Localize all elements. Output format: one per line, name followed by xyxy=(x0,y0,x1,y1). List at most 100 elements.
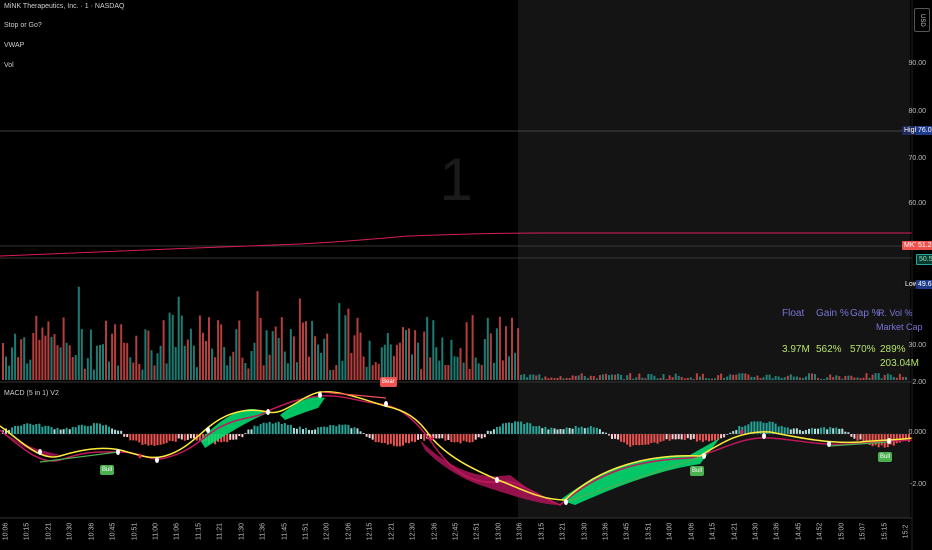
histogram-bar xyxy=(859,434,862,440)
volume-bar xyxy=(295,362,298,380)
volume-bar xyxy=(277,337,280,380)
volume-bar xyxy=(253,342,256,380)
histogram-bar xyxy=(329,425,332,434)
histogram-bar xyxy=(47,425,50,434)
volume-bar xyxy=(495,328,498,380)
histogram-bar xyxy=(547,429,550,434)
histogram-bar xyxy=(283,423,286,434)
time-axis-label: 13:15 xyxy=(538,522,546,541)
histogram-bar xyxy=(489,431,492,434)
volume-bar xyxy=(635,377,638,380)
volume-bar xyxy=(8,365,11,380)
histogram-bar xyxy=(698,434,701,441)
histogram-bar xyxy=(402,434,404,446)
histogram-bar xyxy=(23,424,26,434)
histogram-bar xyxy=(695,434,698,442)
histogram-bar xyxy=(168,434,171,441)
volume-bar xyxy=(589,375,592,380)
volume-bar xyxy=(656,378,659,380)
histogram-bar xyxy=(841,428,844,434)
volume-bar xyxy=(738,373,741,380)
volume-bar xyxy=(792,376,795,380)
histogram-bar xyxy=(608,434,610,436)
volume-bar xyxy=(86,358,89,380)
histogram-bar xyxy=(135,434,138,441)
bull-signal-label: Bull xyxy=(878,452,893,462)
volume-bar xyxy=(329,370,332,380)
volume-bar xyxy=(538,374,541,380)
volume-bar xyxy=(677,375,680,380)
volume-bar xyxy=(286,363,289,380)
volume-bar xyxy=(768,374,771,380)
volume-bar xyxy=(423,331,426,380)
volume-bar xyxy=(595,378,598,380)
indicator-legend-vol[interactable]: Vol xyxy=(4,62,14,69)
histogram-bar xyxy=(632,434,635,446)
histogram-bar xyxy=(232,434,235,440)
stats-header-gap: Gap % xyxy=(850,308,881,319)
volume-bar xyxy=(859,378,862,380)
histogram-bar xyxy=(714,434,716,441)
histogram-bar xyxy=(474,434,477,440)
volume-bar xyxy=(517,328,520,380)
histogram-bar xyxy=(811,428,813,434)
histogram-bar xyxy=(605,432,607,434)
volume-bar xyxy=(408,328,410,380)
histogram-bar xyxy=(123,434,126,437)
histogram-bar xyxy=(771,421,774,434)
volume-bar xyxy=(895,377,898,380)
histogram-bar xyxy=(692,434,695,439)
volume-bar xyxy=(247,368,250,380)
volume-bar xyxy=(35,315,38,380)
time-axis-label: 12:15 xyxy=(366,522,374,541)
volume-bar xyxy=(195,367,198,380)
volume-bar xyxy=(514,352,517,380)
histogram-bar xyxy=(798,429,801,434)
histogram-bar xyxy=(117,430,120,434)
indicator-legend-vwap[interactable]: VWAP xyxy=(4,42,25,49)
volume-bar xyxy=(156,353,159,380)
volume-bar xyxy=(862,377,865,380)
volume-bar xyxy=(311,320,314,380)
volume-bar xyxy=(59,347,62,380)
volume-bar xyxy=(550,377,553,380)
bear-signal-label: Bear xyxy=(380,377,397,387)
volume-bar xyxy=(889,374,892,380)
bull-signal-label: Bull xyxy=(690,466,705,476)
indicator-legend-stop-or-go[interactable]: Stop or Go? xyxy=(4,22,42,29)
histogram-bar xyxy=(783,427,786,434)
volume-bar xyxy=(547,378,550,380)
mkt-price-tag: 51.28 xyxy=(916,241,932,250)
histogram-bar xyxy=(532,426,535,434)
indicator-legend-macd[interactable]: MACD (5 in 1) V2 xyxy=(4,390,59,397)
histogram-bar xyxy=(514,421,517,434)
histogram-bar xyxy=(477,434,480,438)
currency-button[interactable]: USD xyxy=(914,8,930,32)
volume-bar xyxy=(498,316,501,380)
volume-bar xyxy=(171,314,174,380)
volume-bar xyxy=(786,375,789,380)
stats-value-rvol: 289% xyxy=(880,344,906,355)
volume-bar xyxy=(347,308,350,380)
time-axis-label: 15:15 xyxy=(881,522,889,541)
histogram-bar xyxy=(874,434,877,446)
volume-bar xyxy=(671,377,674,380)
volume-bar xyxy=(359,332,362,380)
histogram-bar xyxy=(705,434,707,441)
volume-bar xyxy=(898,373,901,380)
histogram-bar xyxy=(501,423,504,434)
symbol-legend[interactable]: MiNK Therapeutics, Inc. · 1 · NASDAQ xyxy=(4,3,125,10)
histogram-bar xyxy=(601,431,604,434)
volume-bar xyxy=(302,322,304,380)
histogram-bar xyxy=(332,425,335,434)
volume-bar xyxy=(283,351,286,380)
histogram-bar xyxy=(280,424,283,434)
volume-bar xyxy=(335,365,338,380)
volume-bar xyxy=(395,344,398,380)
volume-bar xyxy=(177,296,180,380)
time-axis-label: 11:21 xyxy=(216,523,224,540)
volume-bar xyxy=(620,374,623,380)
histogram-bar xyxy=(471,434,474,443)
volume-bar xyxy=(744,373,747,380)
